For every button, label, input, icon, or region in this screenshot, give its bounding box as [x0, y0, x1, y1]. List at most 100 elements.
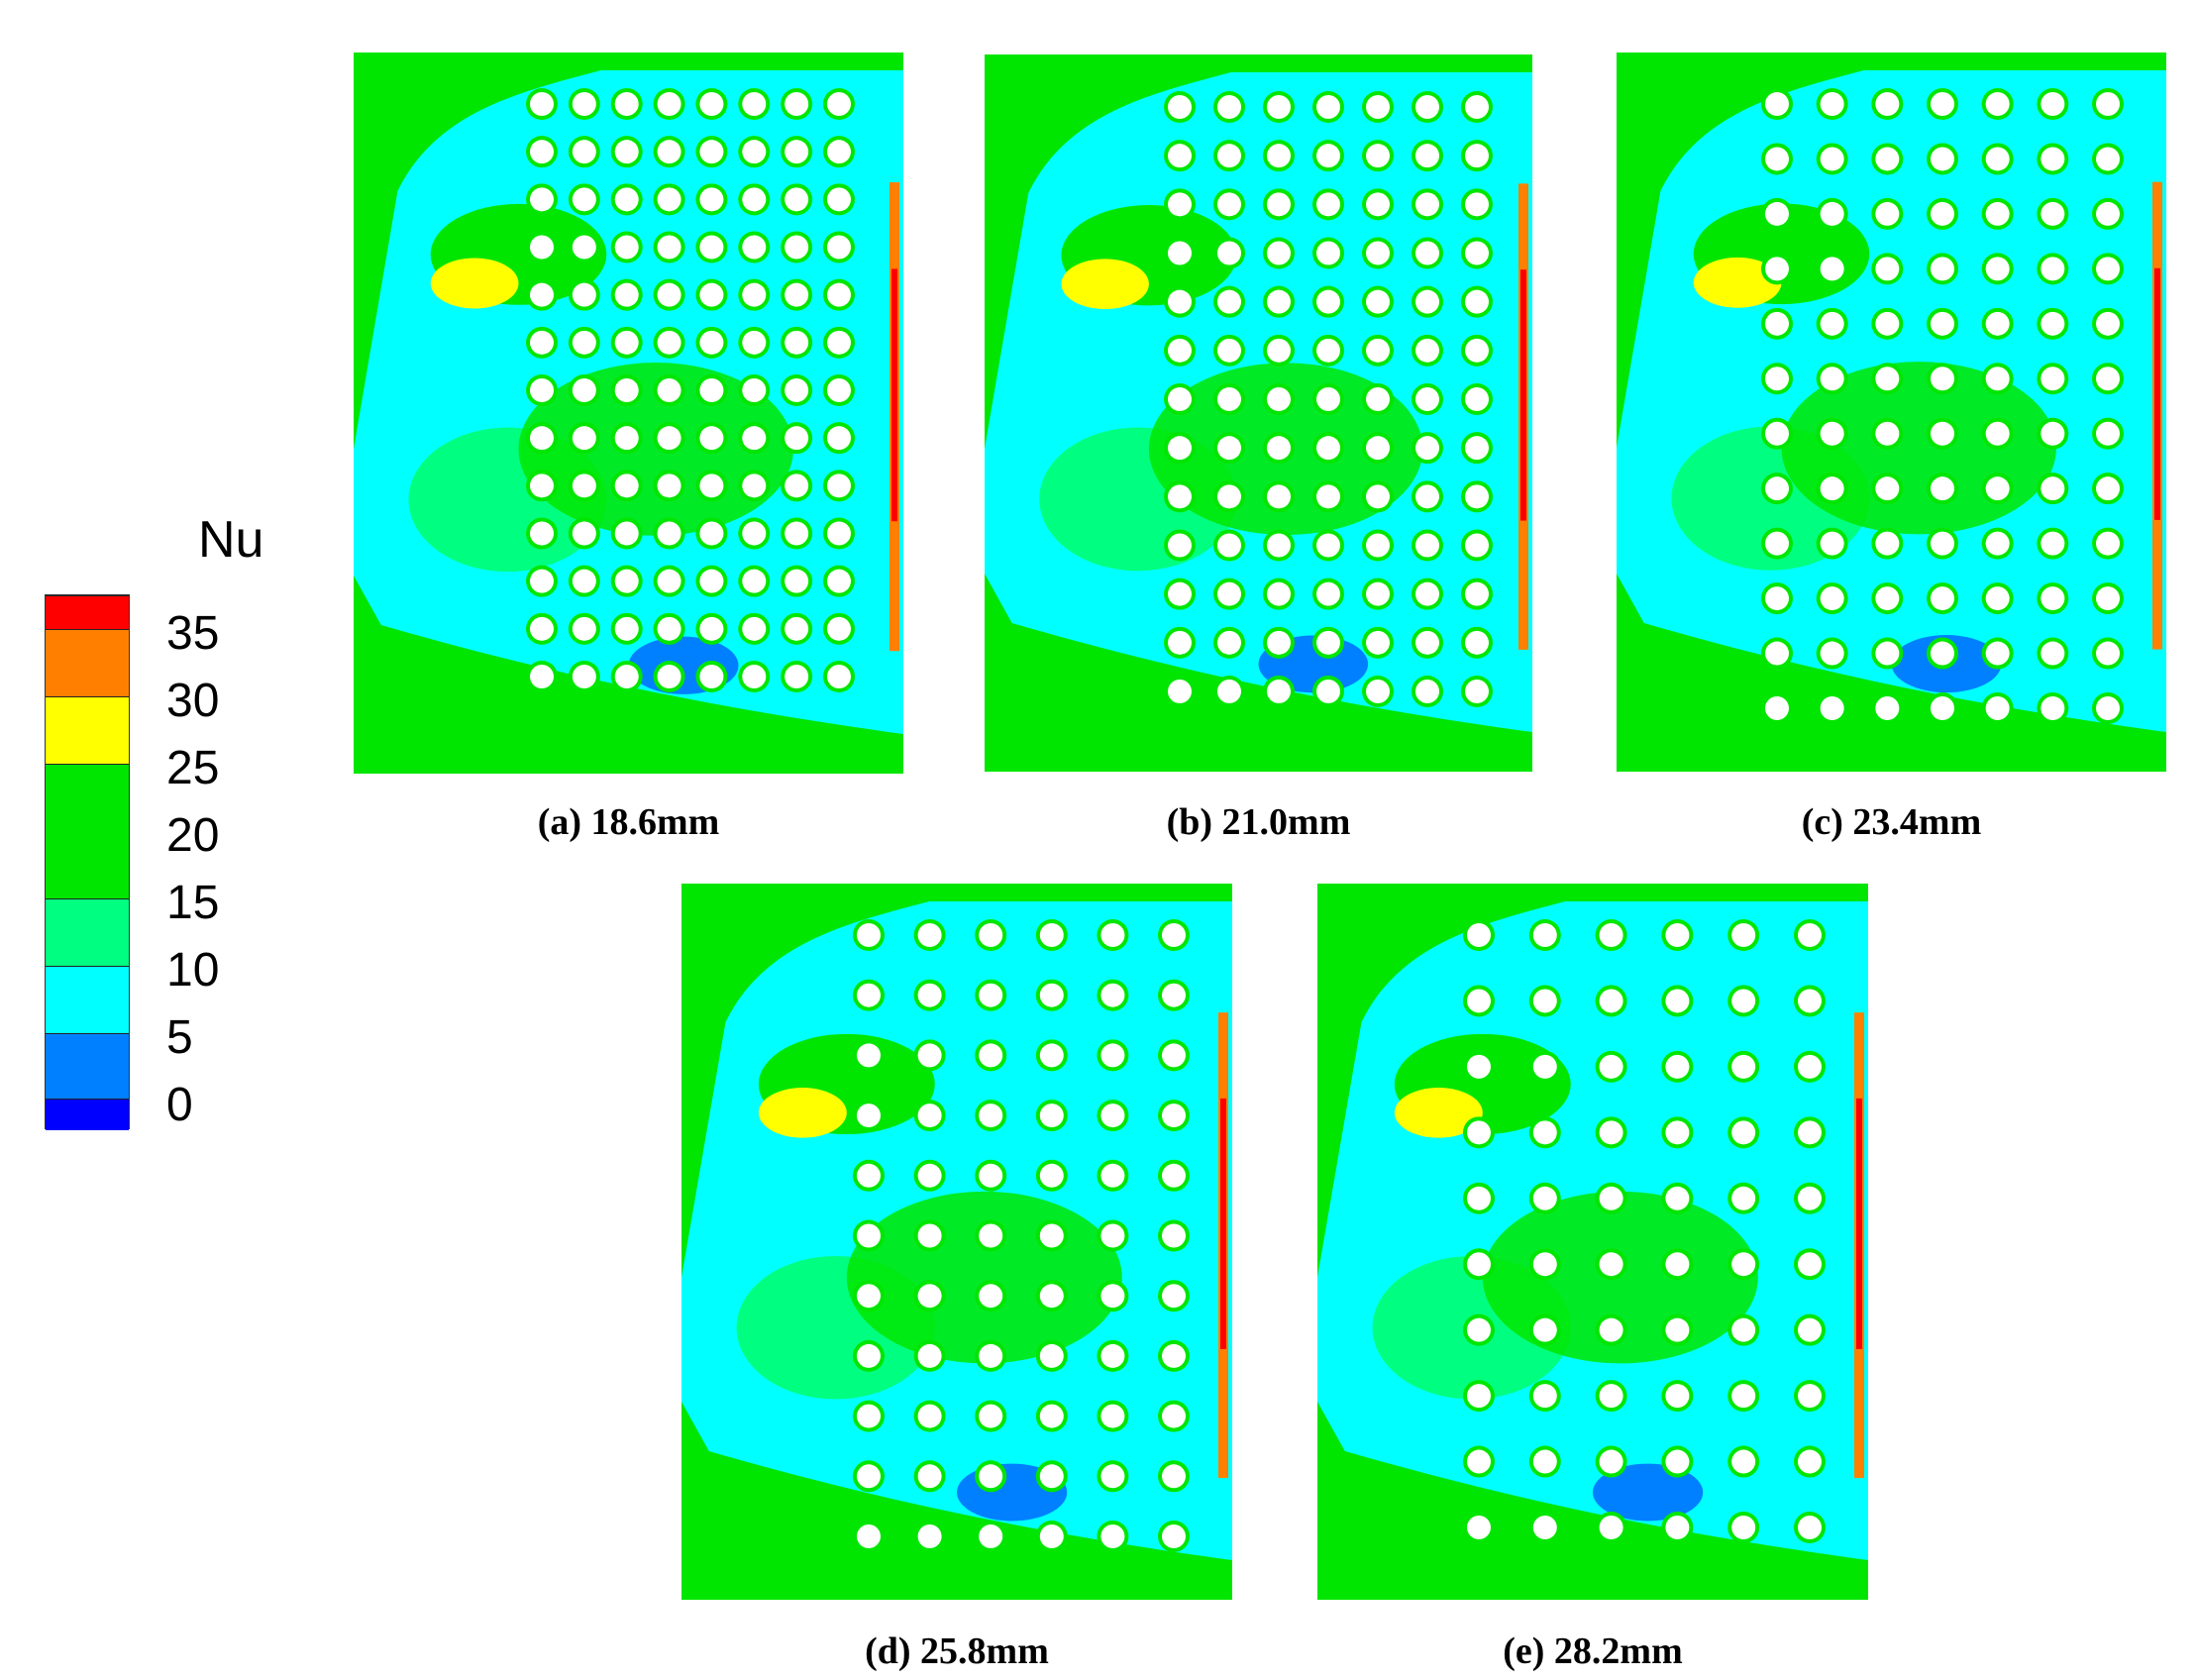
pin-fin [614, 92, 639, 116]
pin-fin [1820, 311, 1844, 336]
pin-fin [614, 665, 639, 688]
pin-fin [1217, 581, 1241, 606]
pin-fin [1267, 387, 1291, 411]
pin-fin [1162, 1223, 1186, 1248]
pin-fin [1731, 1120, 1756, 1145]
pin-fin [2096, 257, 2120, 281]
pin-fin [827, 235, 851, 260]
pin-fin [857, 1524, 881, 1548]
pin-fin [1665, 1449, 1690, 1474]
pin-fin [827, 140, 851, 164]
pin-fin [572, 665, 596, 688]
pin-fin [1931, 367, 1954, 391]
pin-fin [1366, 144, 1390, 168]
pin-fin [1168, 680, 1192, 703]
pin-fin [699, 616, 724, 641]
pin-fin [1039, 1343, 1064, 1368]
pin-fin [572, 378, 596, 402]
legend-swatch-1 [46, 629, 129, 696]
pin-fin [1162, 1524, 1186, 1548]
pin-fin [1415, 680, 1439, 703]
pin-fin [1039, 1223, 1064, 1248]
pin-fin [1665, 1516, 1690, 1539]
pin-fin [742, 569, 767, 593]
pin-fin [1765, 421, 1789, 446]
pin-fin [1100, 1404, 1125, 1428]
pin-fin [1316, 581, 1340, 606]
pin-fin [784, 521, 809, 546]
pin-fin [1875, 92, 1900, 116]
pin-fin [1875, 696, 1900, 720]
wall-streak-red [1220, 1098, 1226, 1349]
pin-fin [1366, 680, 1390, 703]
pin-fin [1731, 923, 1756, 947]
pin-fin [657, 616, 681, 641]
pin-fin [614, 378, 639, 402]
pin-fin [784, 665, 809, 688]
pin-fin [1931, 476, 1954, 501]
pin-fin [742, 665, 767, 688]
pin-fin [1465, 338, 1489, 363]
pin-fin [1168, 581, 1192, 606]
pin-fin [1532, 1516, 1557, 1539]
pin-fin [699, 426, 724, 451]
pin-fin [2040, 311, 2065, 336]
pin-fin [1467, 989, 1491, 1013]
pin-fin [2096, 476, 2120, 501]
pin-fin [2096, 147, 2120, 171]
pin-fin [1217, 241, 1241, 265]
pin-fin [1100, 1343, 1125, 1368]
pin-fin [1765, 641, 1789, 666]
field-region-bottom [985, 574, 1532, 772]
pin-fin [784, 616, 809, 641]
pin-fin [657, 235, 681, 260]
pin-fin [1366, 436, 1390, 461]
pin-fin [1599, 1186, 1623, 1210]
pin-fin [699, 569, 724, 593]
pin-fin [1875, 367, 1900, 391]
pin-fin [1985, 92, 2010, 116]
pin-fin-array [853, 919, 1190, 1552]
pin-fin [917, 1464, 942, 1489]
pin-fin [530, 140, 554, 164]
caption-a: (a) 18.6mm [537, 801, 720, 843]
pin-fin [530, 378, 554, 402]
pin-fin [742, 92, 767, 116]
wall-streak-red [1856, 1098, 1862, 1349]
pin-fin [1366, 533, 1390, 558]
pin-fin [1820, 92, 1844, 116]
pin-fin [1267, 630, 1291, 655]
pin-fin [784, 426, 809, 451]
pin-fin [1267, 484, 1291, 509]
pin-fin [1039, 1163, 1064, 1188]
pin-fin [1465, 241, 1489, 265]
pin-fin [657, 521, 681, 546]
pin-fin [1765, 147, 1789, 171]
pin-fin [1415, 338, 1439, 363]
pin-fin [1985, 257, 2010, 281]
pin-fin [1100, 1103, 1125, 1128]
pin-fin [1415, 289, 1439, 314]
pin-fin [699, 187, 724, 212]
legend-title: Nu [198, 511, 264, 569]
pin-fin [1039, 1404, 1064, 1428]
pin-fin [917, 1043, 942, 1068]
pin-fin [1467, 1252, 1491, 1277]
pin-fin [1599, 1317, 1623, 1342]
pin-fin [1267, 338, 1291, 363]
pin-fin [1366, 484, 1390, 509]
pin-fin [614, 282, 639, 307]
pin-fin [1100, 923, 1125, 947]
pin-fin [1665, 1054, 1690, 1079]
pin-fin [742, 616, 767, 641]
pin-fin [784, 378, 809, 402]
pin-fin [1765, 476, 1789, 501]
pin-fin [1985, 147, 2010, 171]
pin-fin [530, 426, 554, 451]
pin-fin [1217, 289, 1241, 314]
pin-fin [1599, 989, 1623, 1013]
pin-fin [1731, 1384, 1756, 1409]
contour-plot-b [985, 54, 1532, 772]
pin-fin-array [1761, 88, 2124, 724]
pin-fin [699, 521, 724, 546]
